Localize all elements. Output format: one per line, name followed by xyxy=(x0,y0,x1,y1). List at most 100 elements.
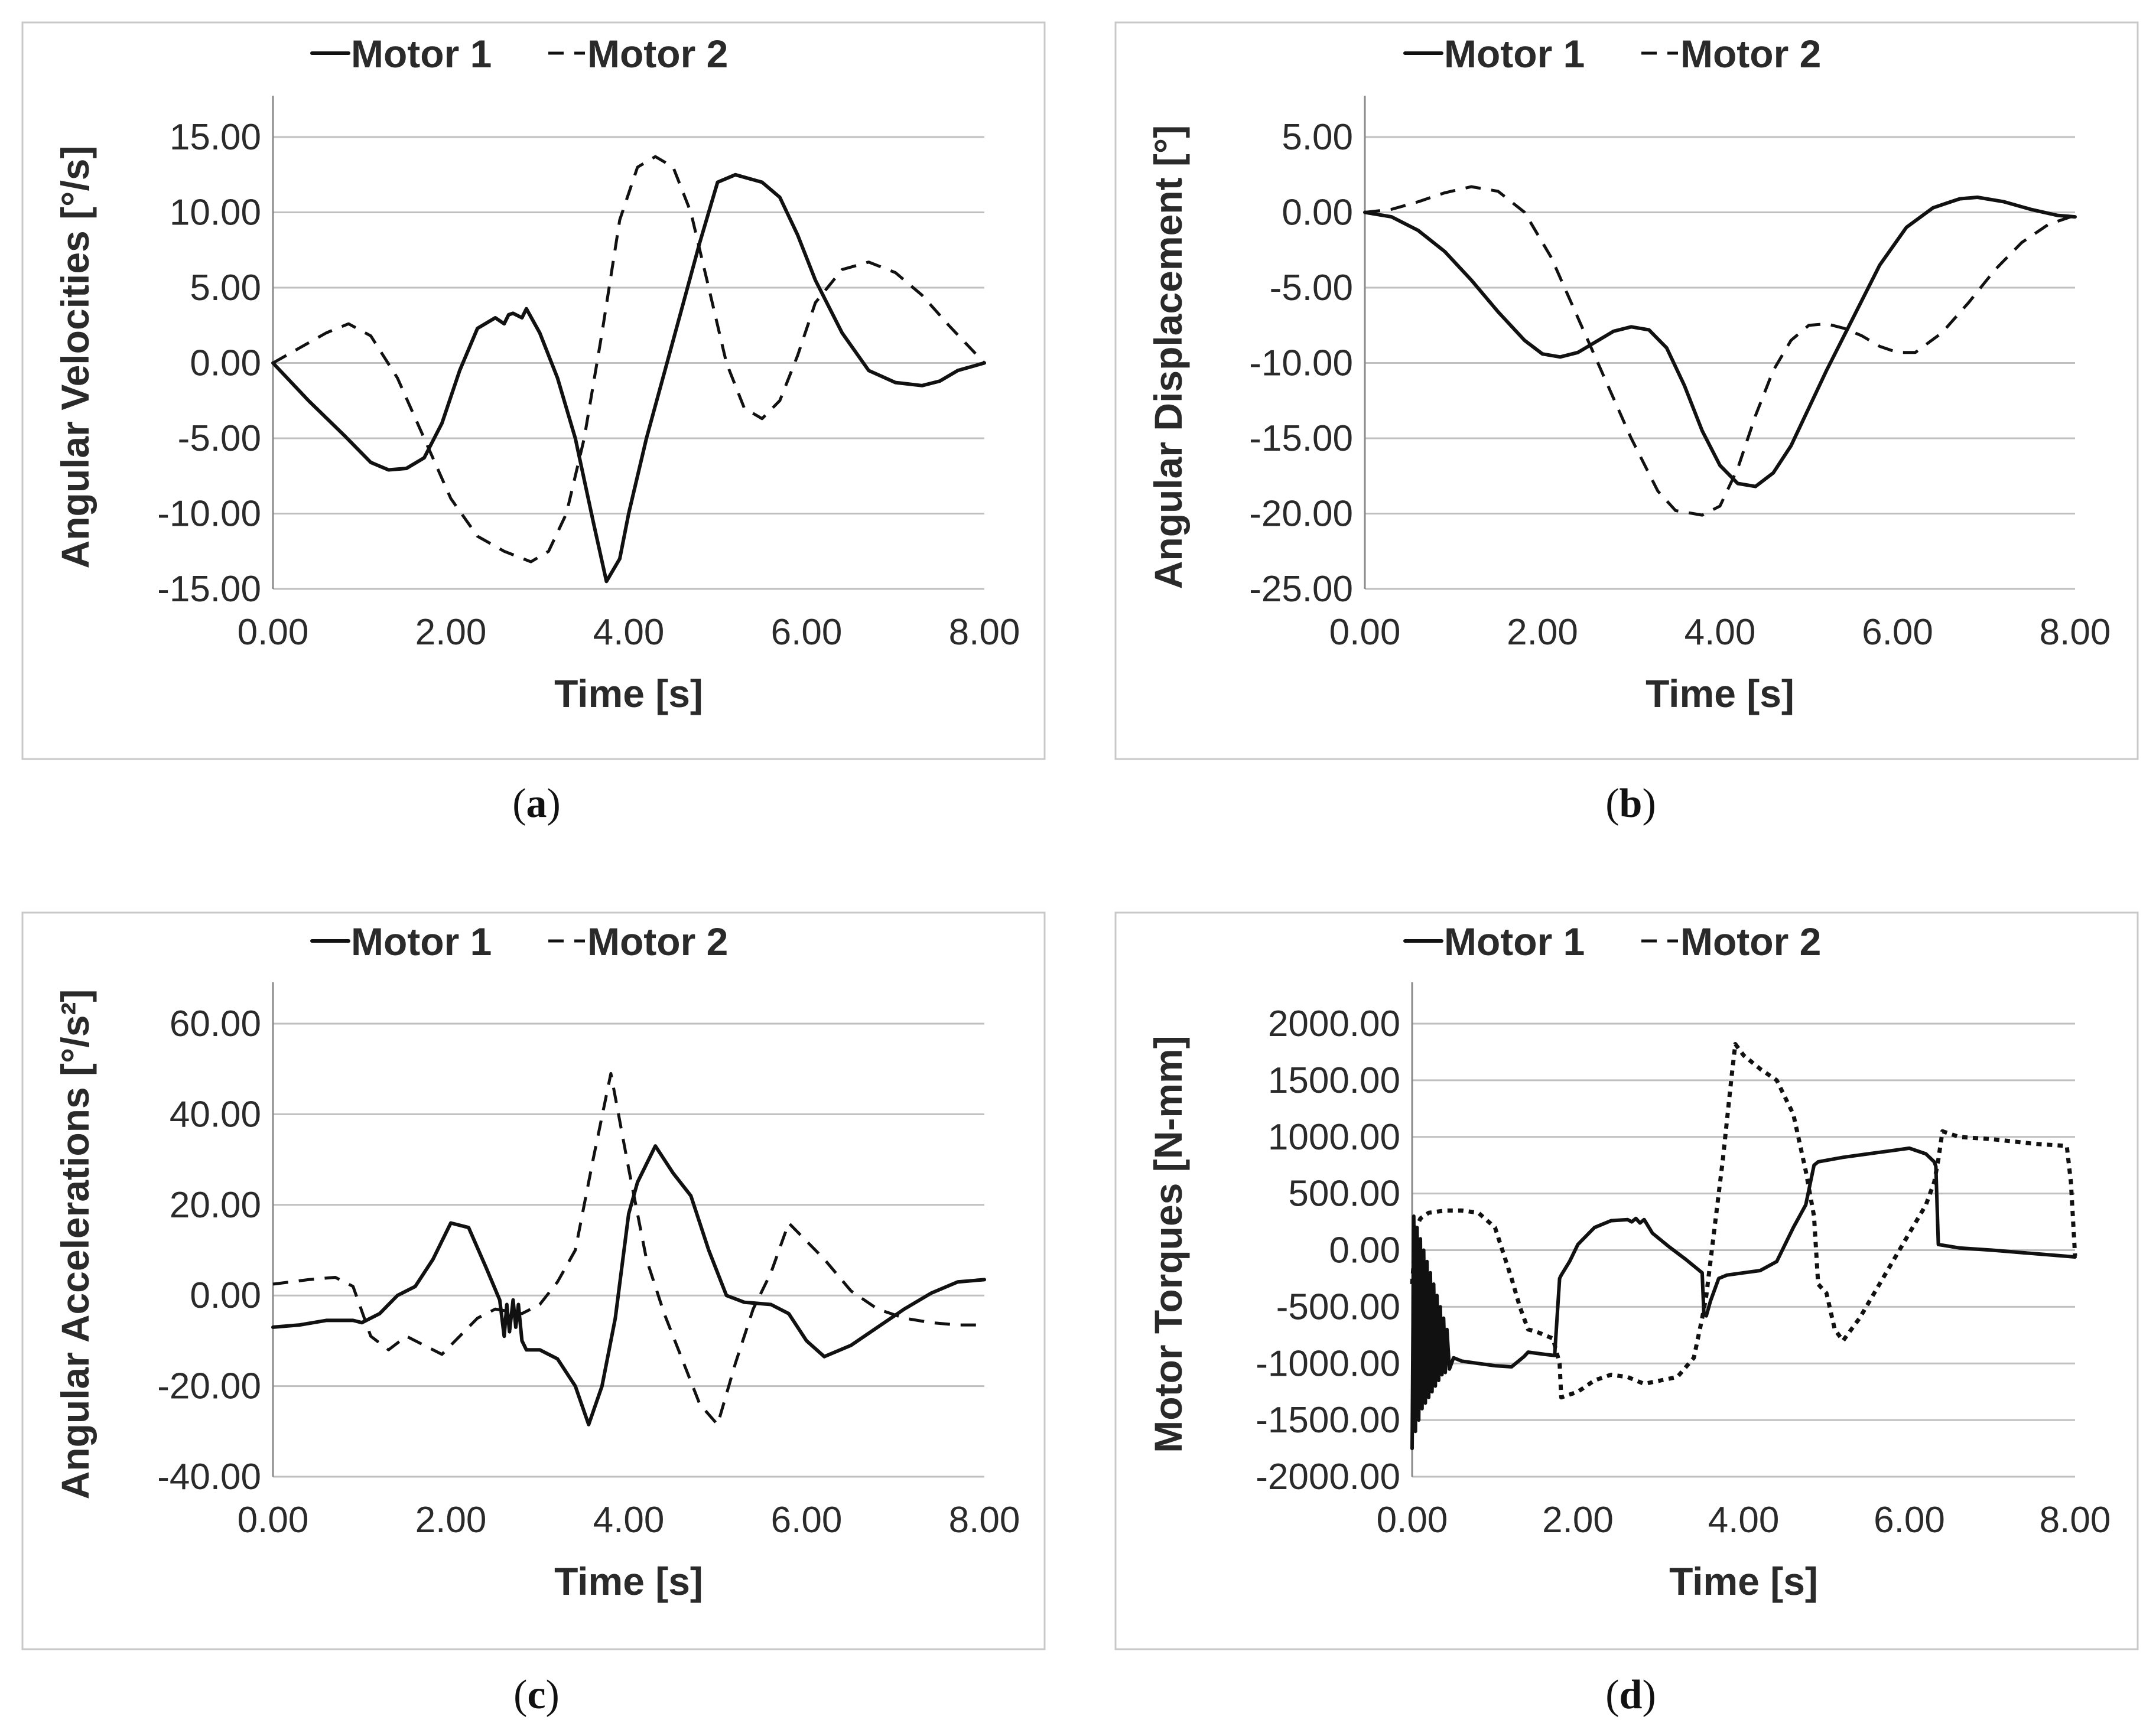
y-axis-title: Angular Displacement [°] xyxy=(1146,125,1190,589)
y-tick-label: 10.00 xyxy=(170,193,261,233)
legend: Motor 1 Motor 2 xyxy=(1403,920,1821,963)
x-tick-label: 0.00 xyxy=(1329,612,1401,653)
caption-paren: ) xyxy=(1642,1672,1656,1718)
x-tick-label: 4.00 xyxy=(1685,612,1756,653)
legend: Motor 1 Motor 2 xyxy=(310,920,728,963)
x-tick-label: 2.00 xyxy=(1507,612,1578,653)
x-tick-label: 0.00 xyxy=(1377,1500,1448,1540)
x-axis-title: Time [s] xyxy=(554,1559,703,1603)
y-tick-label: 5.00 xyxy=(190,268,261,308)
y-tick-label: -10.00 xyxy=(157,494,261,535)
y-tick-label: 40.00 xyxy=(170,1094,261,1135)
legend-label-motor-1: Motor 1 xyxy=(1444,32,1585,76)
y-tick-label: 15.00 xyxy=(170,117,261,158)
y-tick-label: -20.00 xyxy=(157,1366,261,1407)
y-axis-title: Motor Torques [N-mm] xyxy=(1146,1035,1190,1452)
legend-label-motor-2: Motor 2 xyxy=(1680,920,1821,963)
x-tick-label: 2.00 xyxy=(415,1500,487,1540)
series-line-motor-1 xyxy=(271,1144,986,1426)
y-tick-label: -1500.00 xyxy=(1256,1400,1400,1441)
x-tick-label: 4.00 xyxy=(593,1500,665,1540)
chart-frame xyxy=(21,911,1046,1650)
legend-label-motor-2: Motor 2 xyxy=(1680,32,1821,76)
caption-paren: ( xyxy=(1605,781,1619,826)
y-tick-label: 1500.00 xyxy=(1268,1060,1400,1101)
x-tick-label: 0.00 xyxy=(238,612,309,653)
caption-paren: ( xyxy=(512,781,526,826)
y-tick-label: -15.00 xyxy=(1249,418,1353,459)
series-line-motor-2 xyxy=(272,155,986,564)
caption-paren: ) xyxy=(1642,781,1656,826)
legend: Motor 1 Motor 2 xyxy=(310,32,728,76)
y-tick-label: -15.00 xyxy=(157,569,261,610)
x-tick-label: 4.00 xyxy=(593,612,665,653)
y-tick-label: 60.00 xyxy=(170,1004,261,1044)
caption-paren: ( xyxy=(1605,1672,1619,1718)
y-tick-label: 0.00 xyxy=(1282,193,1353,233)
series-line-motor-1 xyxy=(271,172,986,584)
chart-frame xyxy=(21,21,1046,760)
legend-label-motor-1: Motor 1 xyxy=(351,32,492,76)
x-tick-label: 8.00 xyxy=(2040,1500,2111,1540)
y-tick-label: 0.00 xyxy=(190,343,261,384)
x-tick-label: 6.00 xyxy=(771,612,843,653)
legend-label-motor-2: Motor 2 xyxy=(587,32,728,76)
y-tick-label: 500.00 xyxy=(1288,1174,1400,1214)
x-tick-label: 2.00 xyxy=(1542,1500,1614,1540)
y-tick-label: -20.00 xyxy=(1249,494,1353,535)
caption-paren: ) xyxy=(547,781,561,826)
caption-letter: b xyxy=(1620,781,1643,826)
caption-paren: ( xyxy=(513,1672,527,1718)
series-line-motor-2 xyxy=(272,1071,984,1426)
caption-paren: ) xyxy=(546,1672,560,1718)
y-tick-label: -5.00 xyxy=(1270,268,1353,308)
legend-label-motor-1: Motor 1 xyxy=(1444,920,1585,963)
y-tick-label: -40.00 xyxy=(157,1457,261,1497)
panel-caption: (c) xyxy=(513,1672,560,1718)
chart-frame xyxy=(1114,21,2139,760)
panel-caption: (d) xyxy=(1605,1672,1656,1718)
y-tick-label: -10.00 xyxy=(1249,343,1353,384)
y-tick-label: 2000.00 xyxy=(1268,1004,1400,1044)
x-tick-label: 6.00 xyxy=(1874,1500,1945,1540)
panel-caption: (b) xyxy=(1605,781,1656,826)
y-tick-label: -500.00 xyxy=(1276,1286,1400,1327)
panel-d: 2000.00 1500.00 1000.00 500.00 0.00 -500.00 -1… xyxy=(1114,911,2139,1718)
x-tick-label: 8.00 xyxy=(2040,612,2111,653)
caption-letter: c xyxy=(527,1672,545,1718)
x-tick-label: 4.00 xyxy=(1708,1500,1780,1540)
y-tick-label: -2000.00 xyxy=(1256,1457,1400,1497)
legend-label-motor-2: Motor 2 xyxy=(587,920,728,963)
x-tick-label: 8.00 xyxy=(949,1500,1020,1540)
legend-label-motor-1: Motor 1 xyxy=(351,920,492,963)
series-line-motor-1 xyxy=(1410,1146,2077,1451)
legend: Motor 1 Motor 2 xyxy=(1403,32,1821,76)
x-tick-label: 8.00 xyxy=(949,612,1020,653)
y-tick-label: 5.00 xyxy=(1282,117,1353,158)
y-tick-label: -25.00 xyxy=(1249,569,1353,610)
chart-frame xyxy=(1114,911,2139,1650)
y-axis-title: Angular Accelerations [°/s²] xyxy=(53,989,97,1500)
y-tick-label: 20.00 xyxy=(170,1185,261,1226)
series-line-motor-2 xyxy=(1364,185,2076,517)
caption-letter: a xyxy=(526,781,547,826)
x-tick-label: 2.00 xyxy=(415,612,487,653)
y-axis-title: Angular Velocities [°/s] xyxy=(53,146,97,569)
x-axis-title: Time [s] xyxy=(554,672,703,715)
series-line-motor-2 xyxy=(1410,1042,2077,1400)
x-axis-title: Time [s] xyxy=(1669,1559,1818,1603)
x-tick-label: 0.00 xyxy=(238,1500,309,1540)
x-axis-title: Time [s] xyxy=(1646,672,1794,715)
panel-caption: (a) xyxy=(512,781,561,826)
y-tick-label: 0.00 xyxy=(1329,1230,1400,1271)
caption-letter: d xyxy=(1620,1672,1643,1718)
x-tick-label: 6.00 xyxy=(771,1500,843,1540)
y-tick-label: -1000.00 xyxy=(1256,1343,1400,1384)
y-tick-label: 0.00 xyxy=(190,1275,261,1316)
y-tick-label: 1000.00 xyxy=(1268,1117,1400,1158)
x-tick-label: 6.00 xyxy=(1862,612,1933,653)
panel-b: 5.000.00-5.00-10.00-15.00-20.00-25.000.0… xyxy=(1114,21,2139,826)
